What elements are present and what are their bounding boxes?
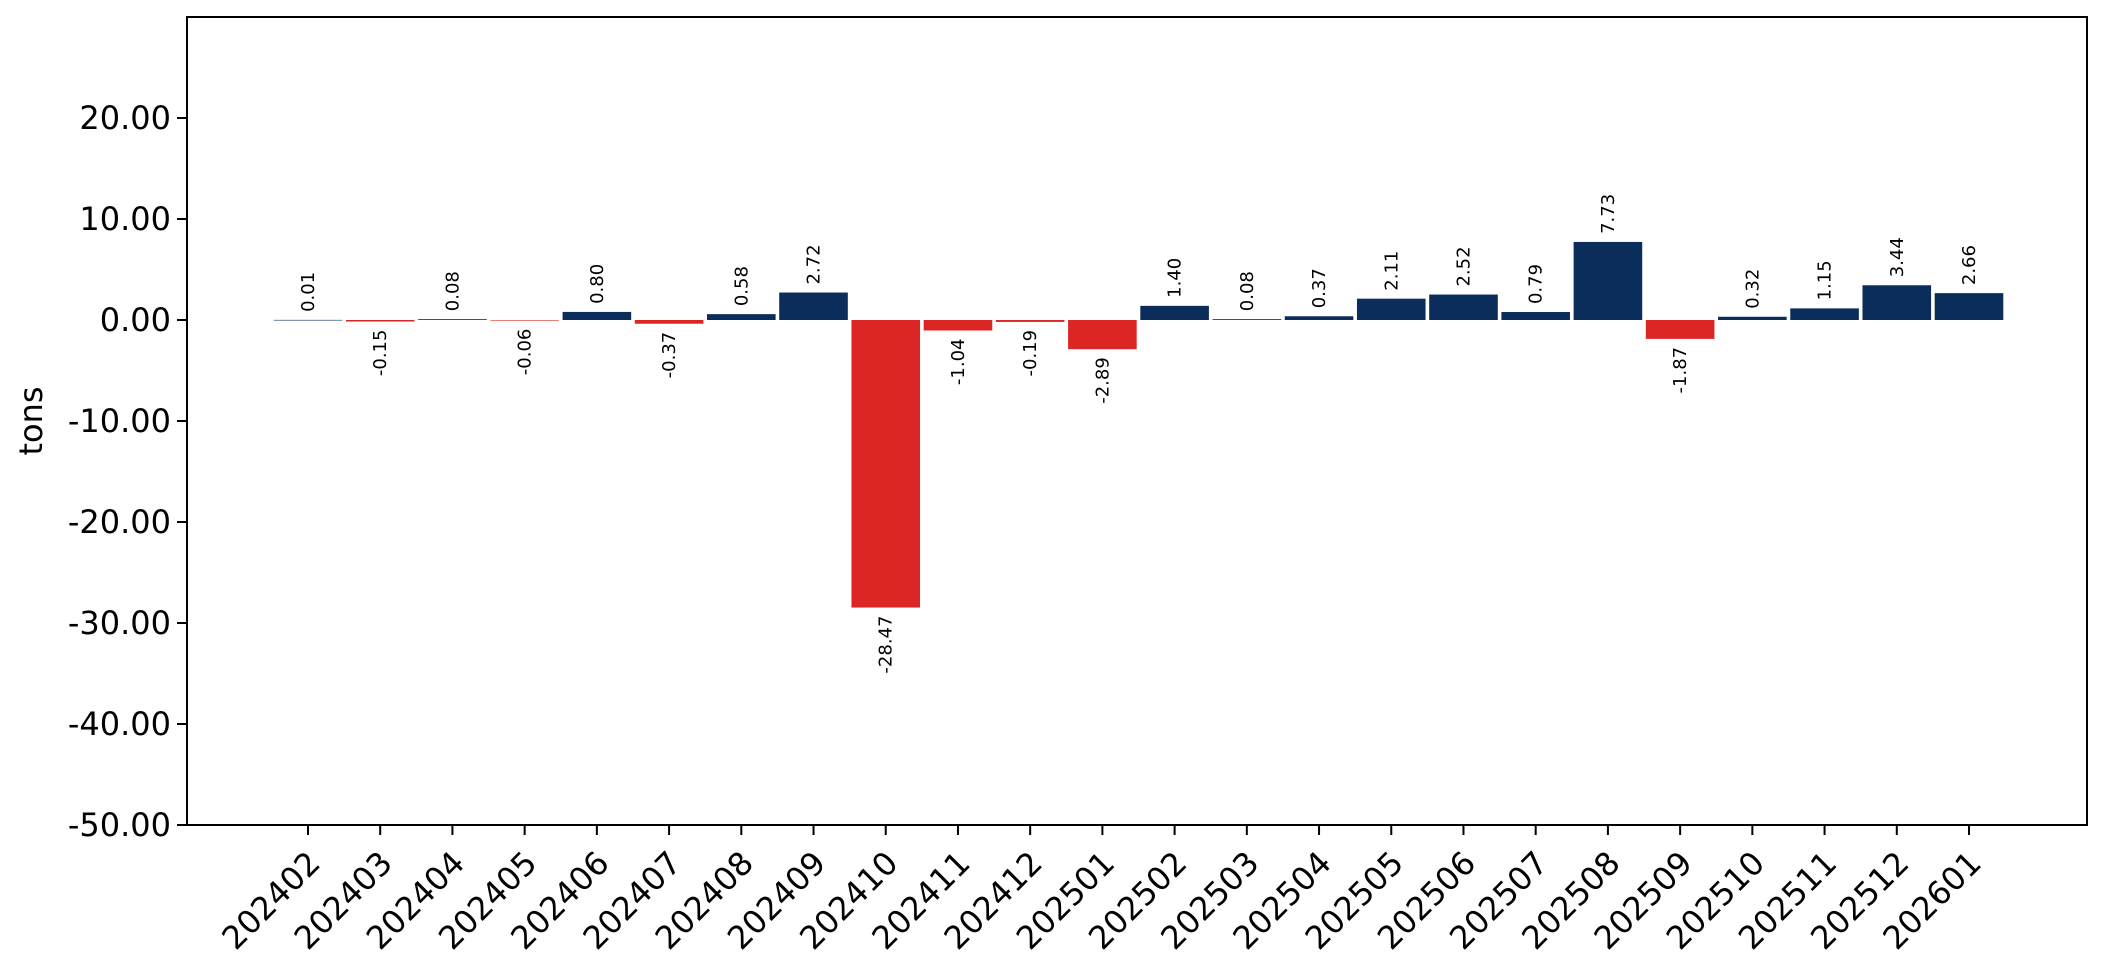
bar-value-label: -0.19	[1020, 330, 1041, 377]
bar	[1140, 305, 1209, 320]
bar	[1934, 293, 2004, 320]
bar	[1718, 316, 1787, 320]
y-tick-label: -10.00	[68, 402, 171, 440]
bar	[851, 320, 921, 608]
bar-value-label: 3.44	[1887, 237, 1908, 277]
bar	[1645, 320, 1715, 339]
bar	[923, 320, 993, 331]
bar-value-label: 2.72	[804, 244, 825, 284]
data-labels: 0.01 -0.15 0.08 -0.06 0.80 -0.37 0.58 2.72 -28.4…	[298, 194, 1980, 674]
bar	[490, 320, 559, 321]
y-tick-label: -20.00	[68, 503, 171, 541]
bars	[273, 241, 2004, 608]
bar	[1356, 298, 1426, 320]
bar-value-label: -0.06	[515, 329, 536, 376]
bar-value-label: 0.37	[1309, 268, 1330, 308]
y-tick-label: 10.00	[79, 200, 171, 238]
bar-value-label: -1.04	[948, 339, 969, 386]
bar-value-label: -0.37	[659, 332, 680, 379]
bar	[1284, 316, 1354, 320]
bar	[1862, 285, 1932, 320]
bar-value-label: 0.08	[1237, 271, 1258, 311]
bar-value-label: -1.87	[1670, 347, 1691, 394]
bar-value-label: -2.89	[1092, 357, 1113, 404]
bar-value-label: 1.40	[1165, 258, 1186, 298]
bar	[1501, 312, 1570, 320]
bar	[995, 320, 1065, 322]
y-axis: -50.00 -40.00 -30.00 -20.00 -10.00 0.00 10.00 2…	[68, 99, 187, 844]
bar	[1573, 241, 1643, 320]
y-tick-label: -30.00	[68, 604, 171, 642]
bar	[345, 320, 415, 322]
y-tick-label: 0.00	[100, 301, 171, 339]
bar-value-label: 0.32	[1742, 269, 1763, 309]
bar-value-label: 0.01	[298, 272, 319, 312]
plot-frame	[186, 16, 2088, 826]
bar-value-label: 2.66	[1959, 245, 1980, 285]
y-tick-label: -50.00	[68, 806, 171, 844]
y-axis-title: tons	[12, 386, 50, 455]
bar	[634, 320, 704, 324]
bar-value-label: -0.15	[370, 330, 391, 377]
bar	[273, 319, 343, 321]
bar	[1790, 308, 1859, 320]
bar-value-label: 1.15	[1815, 260, 1836, 300]
x-axis: 2024022024032024042024052024062024072024…	[214, 825, 1989, 957]
bar-value-label: 0.80	[587, 264, 608, 304]
y-tick-label: -40.00	[68, 705, 171, 743]
bar-value-label: 7.73	[1598, 194, 1619, 234]
bar	[418, 319, 487, 320]
bar-value-label: 2.11	[1381, 251, 1402, 291]
bar	[779, 292, 848, 320]
bar-value-label: 0.79	[1526, 264, 1547, 304]
bar-value-label: 0.58	[731, 266, 752, 306]
bar	[1212, 319, 1282, 320]
bar	[707, 314, 776, 320]
bar	[1068, 320, 1137, 350]
y-tick-label: 20.00	[79, 99, 171, 137]
bar	[1429, 294, 1498, 320]
bar-value-label: 2.52	[1453, 246, 1474, 286]
bar-value-label: 0.08	[442, 271, 463, 311]
bar	[562, 311, 632, 320]
bar-value-label: -28.47	[876, 616, 897, 674]
